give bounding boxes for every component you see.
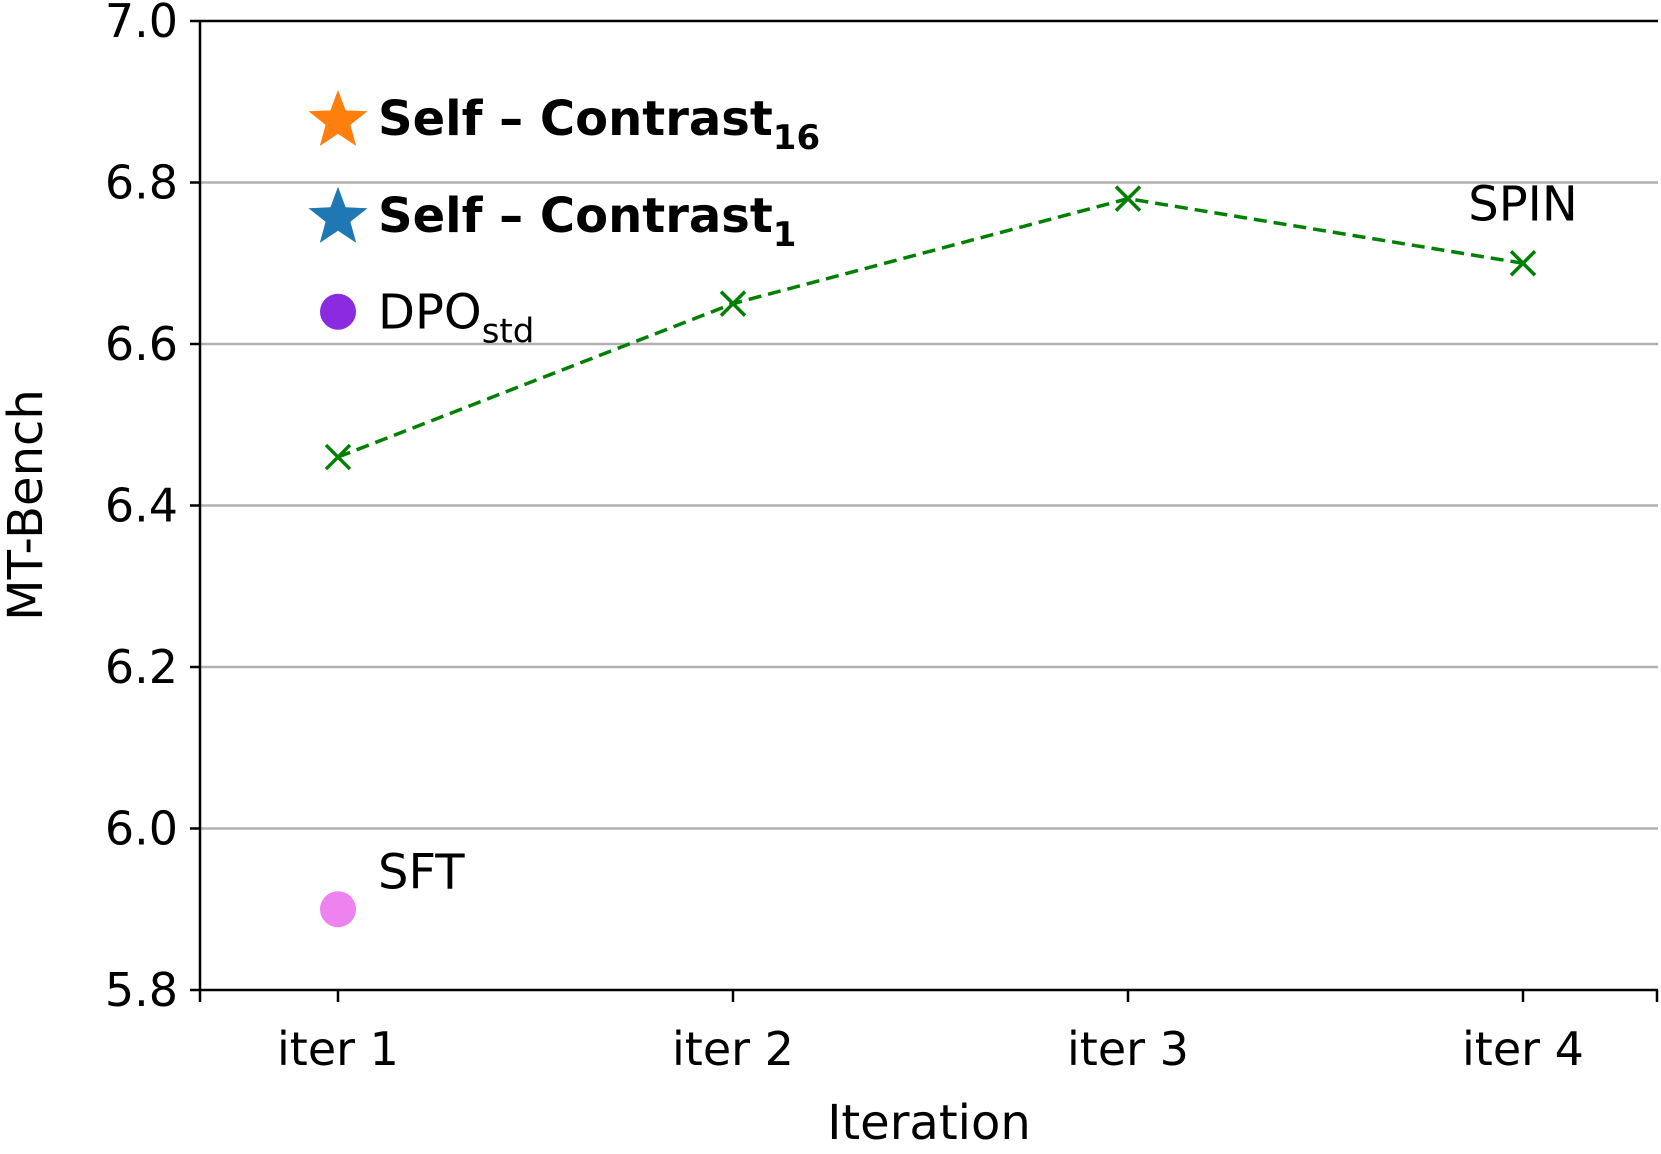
self-contrast-1-star — [308, 186, 368, 243]
point-markers — [308, 89, 368, 928]
spin-point — [719, 290, 747, 317]
y-tick-label: 6.8 — [105, 156, 178, 210]
x-tick-label: iter 4 — [1462, 1022, 1584, 1076]
y-axis-title: MT-Bench — [0, 389, 54, 621]
y-tick-label: 6.6 — [105, 317, 178, 371]
spin-point — [324, 443, 352, 471]
dpo-label: DPOstd — [378, 285, 534, 352]
spin-line — [337, 196, 1524, 459]
y-tick-label: 7.0 — [105, 0, 178, 48]
y-tick-label: 6.4 — [105, 479, 178, 533]
self-contrast-1-label: Self – Contrast1 — [378, 188, 796, 255]
sft-point — [320, 891, 356, 928]
x-tick-label: iter 3 — [1067, 1022, 1189, 1076]
y-tick-label: 6.2 — [105, 640, 178, 694]
spin-point — [1509, 250, 1537, 277]
self-contrast-16-star — [308, 89, 368, 146]
x-tick-label: iter 2 — [672, 1022, 794, 1076]
x-axis-title: Iteration — [827, 1095, 1031, 1151]
spin-label: SPIN — [1468, 177, 1577, 233]
dpo-point — [320, 293, 356, 330]
sft-label: SFT — [378, 844, 465, 900]
y-tick-label: 5.8 — [105, 963, 178, 1017]
self-contrast-16-label: Self – Contrast16 — [378, 91, 820, 158]
annotations: SPIN SFT DPOstd Self – Contrast1 Self – Cont… — [378, 91, 1578, 900]
grid-lines — [200, 181, 1658, 830]
spin-series — [324, 185, 1537, 471]
x-tick-label: iter 1 — [277, 1022, 399, 1076]
y-tick-label: 6.0 — [105, 802, 178, 856]
spin-point — [1114, 185, 1142, 212]
